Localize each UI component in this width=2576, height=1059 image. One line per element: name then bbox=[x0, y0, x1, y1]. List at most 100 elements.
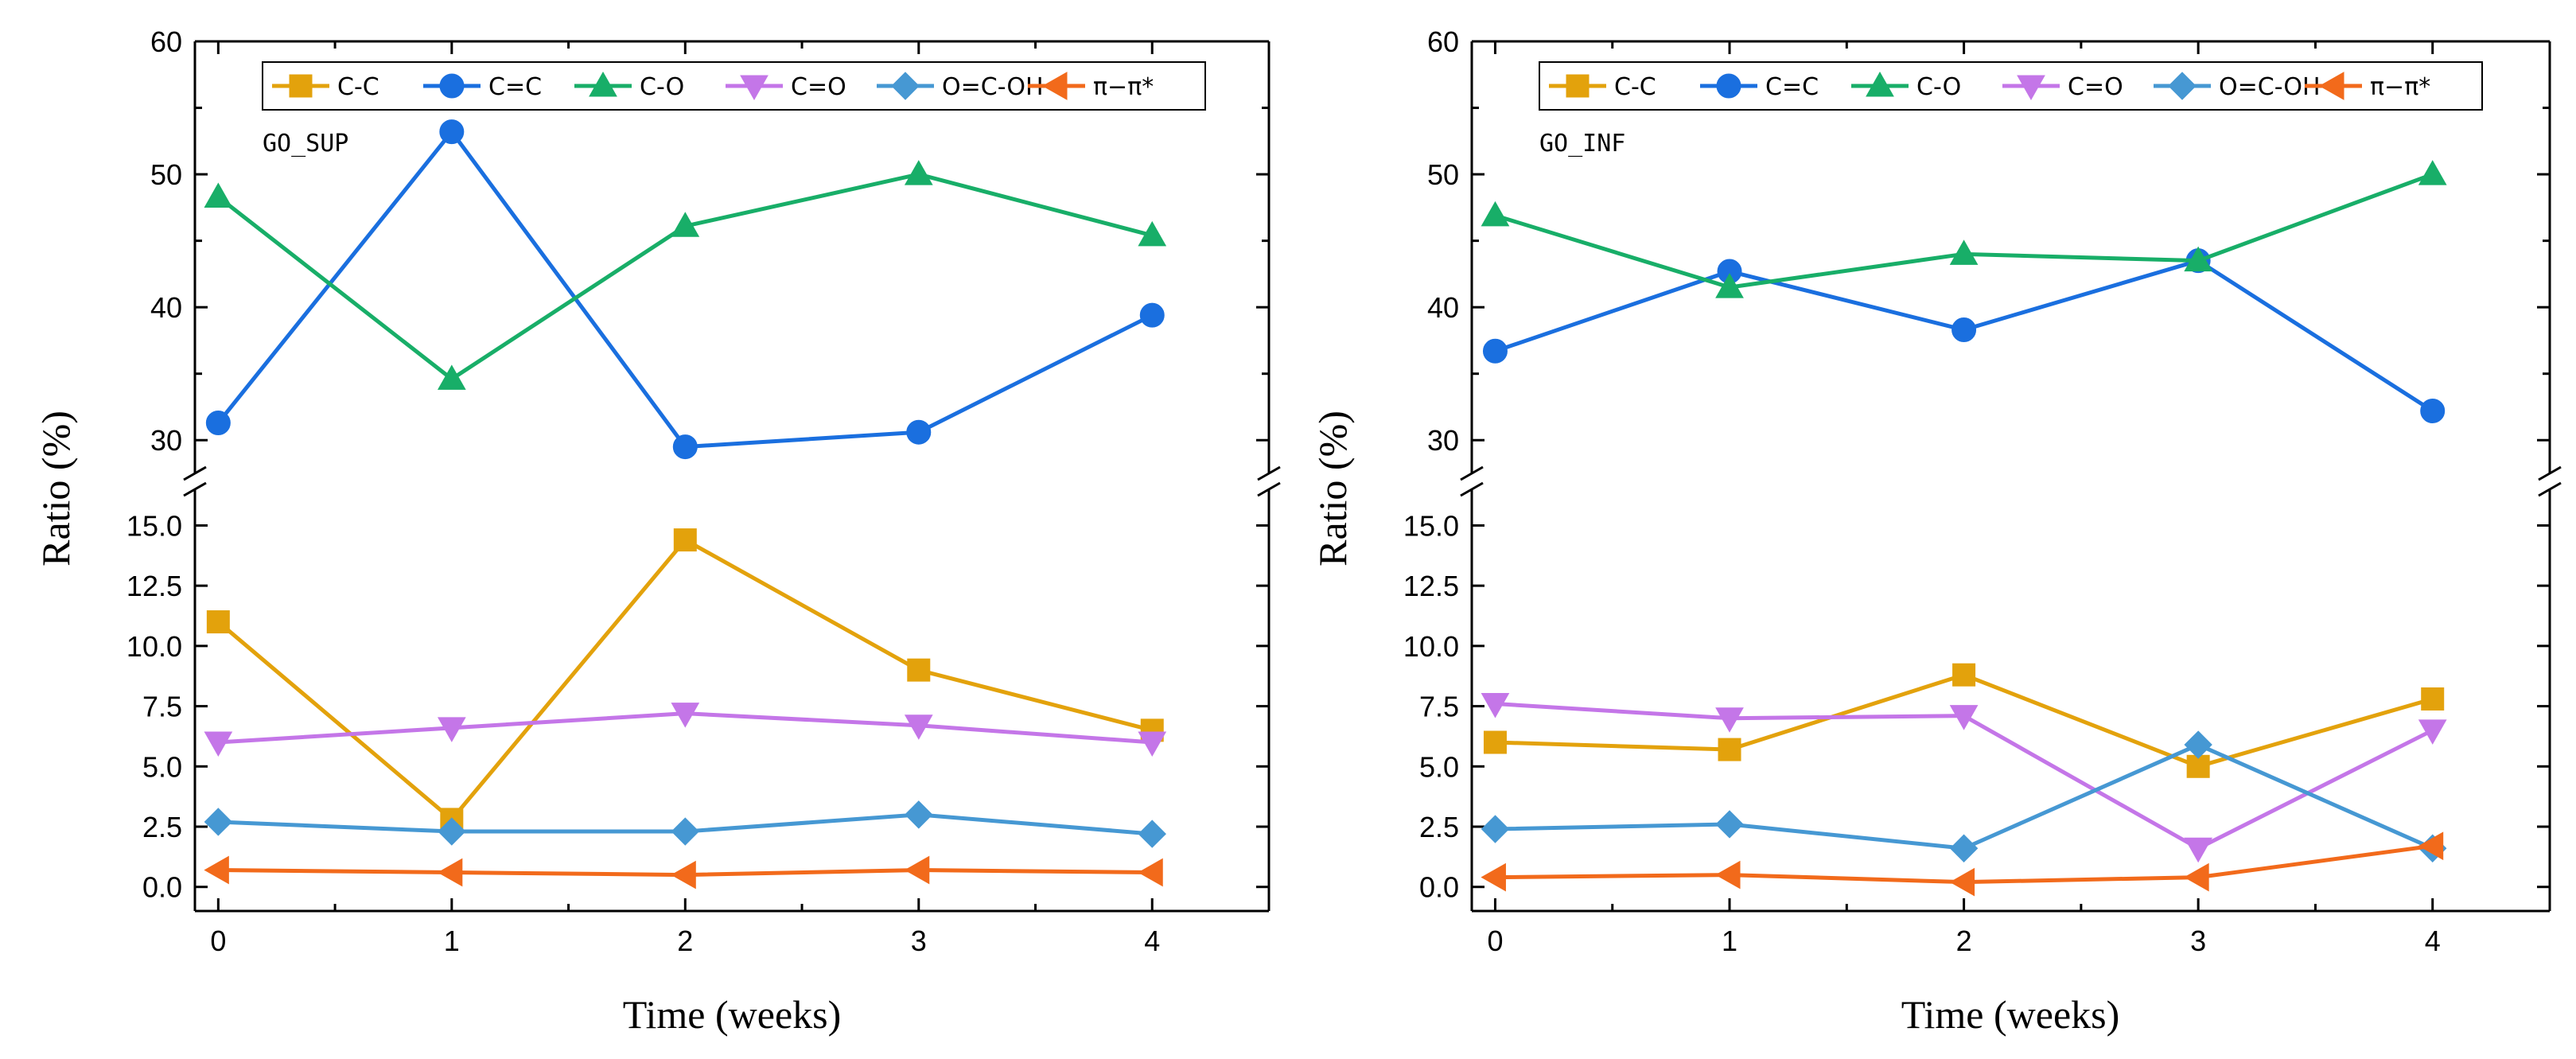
x-tick-label: 4 bbox=[1144, 925, 1160, 957]
x-tick-label: 3 bbox=[2190, 925, 2206, 957]
data-point bbox=[904, 855, 930, 885]
y-tick-label: 5.0 bbox=[1419, 750, 1459, 783]
data-point bbox=[2186, 754, 2210, 778]
y-tick-label: 60 bbox=[150, 25, 182, 58]
axis-break-mark bbox=[2538, 481, 2562, 497]
series-c-o bbox=[1481, 693, 2447, 863]
data-point bbox=[673, 528, 697, 552]
legend-item: C=O bbox=[2002, 73, 2123, 101]
data-point bbox=[2418, 719, 2447, 745]
legend-swatch-marker bbox=[2168, 72, 2197, 100]
x-tick-label: 0 bbox=[210, 925, 226, 957]
legend-item: C=C bbox=[1700, 73, 1819, 101]
y-tick-label: 60 bbox=[1427, 25, 1459, 58]
data-point bbox=[905, 800, 933, 829]
legend-item: O=C-OH bbox=[877, 72, 1044, 101]
data-point bbox=[438, 817, 466, 846]
data-point bbox=[672, 434, 698, 460]
data-point bbox=[1952, 663, 1976, 687]
data-point bbox=[2418, 831, 2444, 861]
data-point bbox=[2421, 687, 2445, 711]
data-point bbox=[204, 808, 233, 836]
data-point bbox=[2184, 246, 2213, 272]
x-axis-title: Time (weeks) bbox=[1901, 992, 2120, 1037]
data-point bbox=[206, 610, 230, 634]
x-tick-label: 0 bbox=[1487, 925, 1503, 957]
series-line bbox=[1494, 172, 2434, 290]
legend-label: C=C bbox=[488, 73, 542, 101]
data-point bbox=[1715, 860, 1741, 890]
x-tick-label: 1 bbox=[444, 925, 460, 957]
data-point bbox=[1949, 239, 1979, 265]
legend-swatch-marker bbox=[1566, 74, 1590, 98]
x-axis-title: Time (weeks) bbox=[623, 992, 842, 1037]
y-axis-title: Ratio (%) bbox=[1310, 411, 1355, 566]
axis-break-mark bbox=[1257, 481, 1281, 497]
data-point bbox=[1483, 730, 1507, 754]
series-pi-pi bbox=[204, 855, 1163, 890]
y-axis-title: Ratio (%) bbox=[33, 411, 78, 566]
y-tick-label: 15.0 bbox=[1403, 509, 1459, 542]
data-point bbox=[671, 817, 700, 846]
y-tick-label: 2.5 bbox=[1419, 811, 1459, 843]
data-point bbox=[2420, 398, 2446, 423]
y-tick-label: 30 bbox=[150, 424, 182, 457]
legend-label: C=O bbox=[2068, 73, 2123, 101]
legend: C-C C=C C-O C=O O=C-OH π−π* bbox=[1539, 61, 2483, 111]
data-point bbox=[1138, 220, 1167, 247]
series-c-o bbox=[204, 160, 1167, 390]
series-o-c-oh bbox=[204, 800, 1166, 848]
legend-label: π−π* bbox=[2370, 73, 2430, 101]
data-point bbox=[671, 212, 700, 237]
series-pi-pi bbox=[1481, 831, 2444, 897]
data-point bbox=[671, 860, 696, 890]
y-tick-label: 50 bbox=[1427, 158, 1459, 191]
legend-swatch-marker bbox=[589, 71, 617, 97]
legend-swatch-marker bbox=[740, 75, 769, 101]
data-point bbox=[439, 119, 465, 145]
y-tick-label: 40 bbox=[1427, 291, 1459, 324]
axis-break-mark bbox=[2538, 465, 2562, 481]
series-c-c bbox=[1482, 248, 2446, 423]
series-line bbox=[216, 538, 1153, 822]
legend-label: C-C bbox=[1614, 73, 1656, 101]
series-line bbox=[1495, 742, 2434, 851]
axis-break-mark bbox=[1257, 465, 1281, 481]
data-point bbox=[1718, 738, 1741, 761]
panel-label: GO_SUP bbox=[263, 130, 348, 158]
y-tick-label: 15.0 bbox=[126, 509, 182, 542]
legend-item: C=C bbox=[423, 73, 542, 101]
legend-swatch-marker bbox=[1041, 72, 1068, 100]
data-point bbox=[1949, 867, 1975, 897]
legend-label: C-O bbox=[640, 73, 684, 101]
legend-swatch-marker bbox=[1716, 73, 1741, 99]
y-tick-label: 50 bbox=[150, 158, 182, 191]
x-tick-label: 2 bbox=[1956, 925, 1972, 957]
series-c-c bbox=[206, 528, 1164, 831]
data-point bbox=[904, 160, 933, 185]
data-point bbox=[437, 858, 463, 887]
y-tick-label: 7.5 bbox=[1419, 691, 1459, 723]
legend-swatch-marker bbox=[439, 73, 465, 99]
data-point bbox=[204, 182, 233, 208]
panel-go-sup: 30 40 50 60 0.0 2.5 5.0 7.5 10.0 12.5 15.0 0 1 2 3 4 Tim… bbox=[33, 25, 1281, 1037]
legend-label: O=C-OH bbox=[2219, 73, 2321, 101]
y-tick-label: 0.0 bbox=[142, 871, 182, 904]
legend-item: π−π* bbox=[2305, 72, 2430, 101]
data-point bbox=[907, 658, 931, 682]
legend-item: C-O bbox=[1851, 71, 1961, 101]
data-point bbox=[1482, 338, 1508, 364]
data-point bbox=[205, 411, 231, 436]
data-point bbox=[437, 717, 466, 742]
data-point bbox=[1715, 273, 1744, 298]
data-point bbox=[671, 703, 700, 728]
series-c-c bbox=[205, 119, 1165, 460]
legend-label: C-O bbox=[1916, 73, 1961, 101]
data-point bbox=[1138, 820, 1166, 848]
data-point bbox=[1139, 302, 1165, 328]
y-tick-label: 30 bbox=[1427, 424, 1459, 457]
data-point bbox=[2184, 862, 2209, 892]
data-point bbox=[1951, 317, 1977, 343]
panel-label: GO_INF bbox=[1539, 130, 1625, 158]
data-point bbox=[1481, 693, 1510, 718]
